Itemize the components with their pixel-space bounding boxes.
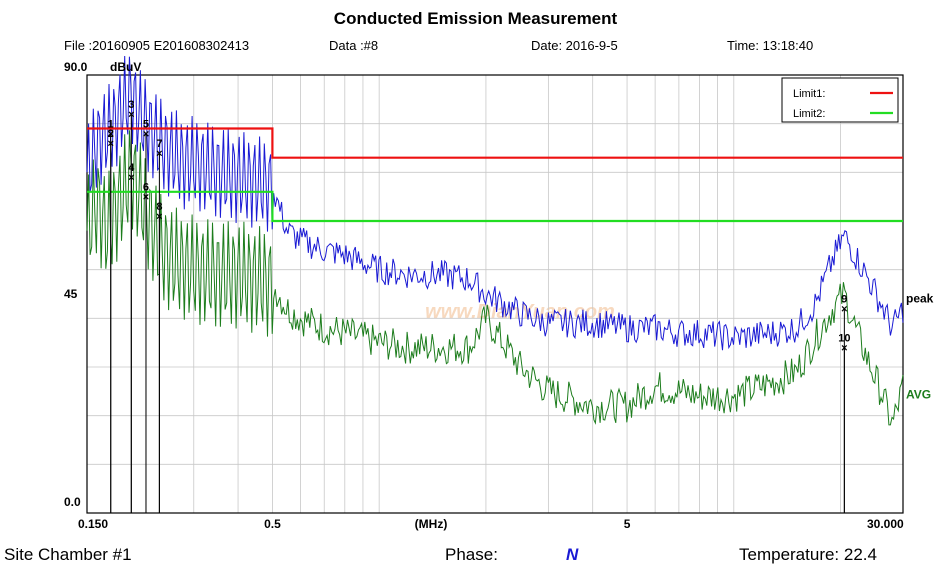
series-avg-line xyxy=(86,130,904,426)
legend-label-2: Limit2: xyxy=(793,108,825,120)
limit-line-1 xyxy=(87,127,903,159)
plot-frame xyxy=(86,74,904,514)
marker-x-9: × xyxy=(841,304,847,316)
series-label-avg: AVG xyxy=(906,387,931,401)
marker-label-5: 5 xyxy=(143,118,149,130)
data-label: Data :#8 xyxy=(329,38,379,53)
marker-x-8: × xyxy=(156,211,162,223)
phase-label: Phase: xyxy=(445,545,498,564)
site-label: Site Chamber #1 xyxy=(4,545,132,564)
y-tick-label: 45 xyxy=(64,287,78,301)
marker-label-7: 7 xyxy=(156,138,162,150)
y-tick-label: 0.0 xyxy=(64,495,81,509)
file-label: File :20160905 E201608302413 xyxy=(64,38,250,53)
time-label: Time: 13:18:40 xyxy=(727,38,814,53)
marker-label-10: 10 xyxy=(838,333,850,345)
y-tick-label: 90.0 xyxy=(64,60,88,74)
legend-box xyxy=(781,77,899,123)
chart-title: Conducted Emission Measurement xyxy=(333,9,618,28)
marker-x-3: × xyxy=(128,109,134,121)
marker-label-8: 8 xyxy=(156,201,162,213)
marker-label-1: 1 xyxy=(108,118,114,130)
marker-label-2: 2 xyxy=(108,128,114,140)
date-label: Date: 2016-9-5 xyxy=(531,38,618,53)
marker-x-1: × xyxy=(108,128,114,140)
marker-x-6: × xyxy=(143,192,149,204)
marker-x-2: × xyxy=(108,138,114,150)
x-tick-label: 0.150 xyxy=(78,517,108,531)
x-tick-label: 0.5 xyxy=(264,517,281,531)
marker-label-3: 3 xyxy=(128,99,134,111)
x-tick-label: 30.000 xyxy=(867,517,904,531)
temperature-label: Temperature: 22.4 xyxy=(739,545,877,564)
marker-label-9: 9 xyxy=(841,294,847,306)
marker-x-7: × xyxy=(156,148,162,160)
x-tick-label: 5 xyxy=(624,517,631,531)
marker-x-10: × xyxy=(841,343,847,355)
marker-label-4: 4 xyxy=(128,162,135,174)
y-axis-label: dBuV xyxy=(110,60,141,74)
x-tick-label: (MHz) xyxy=(415,517,448,531)
series-peak-line xyxy=(86,55,904,351)
series-label-peak: peak xyxy=(906,292,934,306)
marker-label-6: 6 xyxy=(143,182,149,194)
legend-label-1: Limit1: xyxy=(793,88,825,100)
phase-value: N xyxy=(566,545,579,564)
limit-line-2 xyxy=(87,190,903,223)
watermark-text: www.DianYuan.com xyxy=(425,301,615,323)
marker-x-4: × xyxy=(128,172,134,184)
marker-x-5: × xyxy=(143,128,149,140)
